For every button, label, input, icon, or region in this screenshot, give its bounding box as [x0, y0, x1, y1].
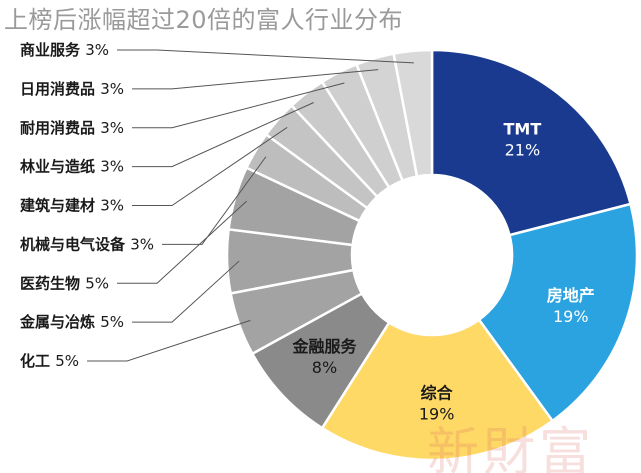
- slice-1: [477, 202, 639, 423]
- outside-label-11: 日用消费品 3%: [20, 69, 379, 97]
- leader-line-10: [132, 82, 345, 129]
- outside-label-12: 商业服务 3%: [20, 41, 414, 64]
- outside-label-text-7: 机械与电气设备 3%: [20, 235, 154, 253]
- slice-0: [430, 48, 633, 237]
- outside-label-4: 化工 5%: [20, 319, 251, 370]
- slice-label-3: 金融服务 8%: [291, 337, 357, 377]
- slice-value-3: 8%: [312, 358, 337, 377]
- outside-label-8: 建筑与建材 3%: [20, 126, 288, 214]
- slice-label-2: 综合 19%: [419, 383, 455, 423]
- outside-label-text-12: 商业服务 3%: [20, 41, 109, 59]
- slice-value-0: 21%: [505, 140, 541, 159]
- outside-label-7: 机械与电气设备 3%: [20, 156, 267, 253]
- outside-label-6: 医药生物 5%: [20, 200, 248, 292]
- slice-name-2: 综合: [421, 383, 454, 402]
- outside-label-text-9: 林业与造纸 3%: [20, 157, 124, 175]
- outside-label-text-11: 日用消费品 3%: [20, 79, 124, 97]
- leader-line-11: [132, 69, 379, 90]
- slice-value-2: 19%: [419, 404, 455, 423]
- outside-label-text-6: 医药生物 5%: [20, 274, 109, 292]
- slice-2: [320, 317, 555, 462]
- leader-line-7: [162, 156, 267, 245]
- outside-label-text-10: 耐用消费品 3%: [20, 118, 124, 136]
- leader-line-12: [117, 49, 414, 64]
- leader-line-5: [132, 260, 240, 323]
- slice-name-3: 金融服务: [291, 337, 357, 356]
- leader-line-4: [87, 319, 251, 362]
- outside-label-5: 金属与冶炼 5%: [19, 260, 240, 331]
- slice-label-0: TMT 21%: [504, 119, 542, 159]
- outside-label-text-5: 金属与冶炼 5%: [19, 313, 124, 331]
- slice-12: [392, 48, 434, 178]
- outside-label-10: 耐用消费品 3%: [20, 82, 345, 136]
- slice-value-1: 19%: [553, 307, 589, 326]
- outside-label-9: 林业与造纸 3%: [20, 102, 314, 175]
- slice-name-1: 房地产: [547, 286, 595, 305]
- outside-label-text-8: 建筑与建材 3%: [20, 196, 124, 214]
- slice-name-0: TMT: [504, 119, 542, 138]
- outside-label-text-4: 化工 5%: [20, 352, 79, 370]
- leader-line-9: [132, 102, 314, 168]
- leader-line-8: [132, 126, 288, 206]
- chart-title: 上榜后涨幅超过20倍的富人行业分布: [4, 6, 404, 34]
- leader-line-6: [117, 200, 248, 284]
- slice-label-1: 房地产 19%: [547, 286, 595, 326]
